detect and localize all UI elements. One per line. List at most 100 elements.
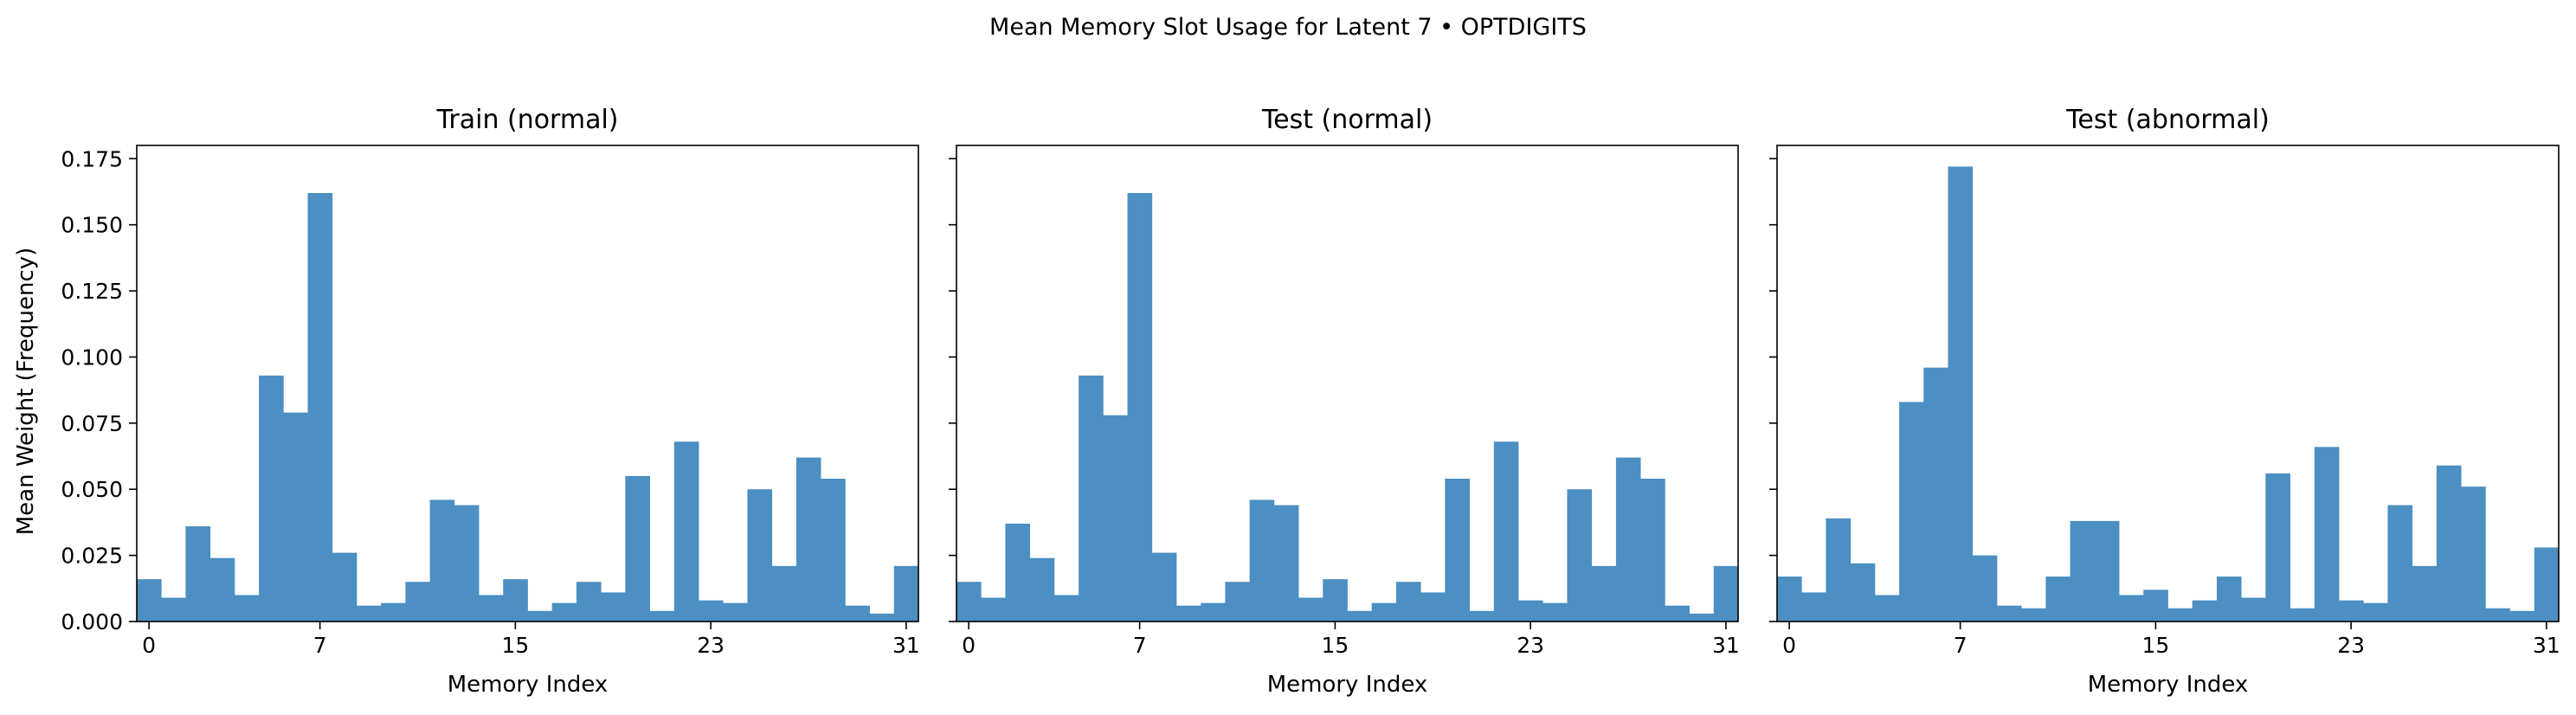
x-tick-label: 0	[962, 633, 976, 658]
x-tick-label: 15	[2141, 633, 2169, 658]
bar-30	[869, 613, 895, 622]
bar-22	[2314, 447, 2340, 622]
bar-16	[2167, 608, 2193, 622]
x-tick-label: 7	[1133, 633, 1147, 658]
x-axis-label: Memory Index	[448, 672, 609, 698]
bar-9	[1175, 605, 1201, 622]
bar-30	[2509, 610, 2535, 622]
y-tick-label: 0.075	[61, 411, 123, 436]
bar-2	[1005, 523, 1031, 622]
bar-5	[1079, 375, 1104, 622]
bar-8	[1972, 555, 1998, 622]
bar-19	[2241, 597, 2266, 622]
bar-18	[2216, 577, 2242, 622]
bar-13	[2094, 520, 2120, 622]
bar-11	[2045, 577, 2071, 622]
bar-15	[2143, 589, 2168, 622]
bar-31	[2534, 547, 2560, 622]
x-axis-label: Memory Index	[1267, 672, 1428, 698]
bar-19	[1420, 592, 1446, 622]
bar-1	[1801, 592, 1826, 622]
bar-6	[1103, 415, 1128, 622]
x-tick-label: 23	[1517, 633, 1544, 658]
bar-0	[1777, 577, 1802, 622]
bar-22	[673, 441, 699, 622]
bar-14	[479, 595, 504, 622]
bar-28	[2461, 486, 2486, 622]
bar-25	[2387, 505, 2413, 622]
y-axis-label: Mean Weight (Frequency)	[13, 248, 39, 536]
bar-0	[956, 582, 982, 622]
bar-13	[1273, 505, 1299, 622]
bar-30	[1689, 613, 1715, 622]
plot-frame	[1776, 145, 2560, 622]
bar-21	[2289, 608, 2315, 622]
bar-8	[1151, 552, 1177, 622]
x-tick-label: 15	[501, 633, 529, 658]
bar-9	[1996, 605, 2022, 622]
bar-29	[845, 605, 870, 622]
panel-title: Test (abnormal)	[2065, 105, 2270, 135]
x-tick-label: 0	[142, 633, 156, 658]
bar-14	[2119, 595, 2144, 622]
bar-26	[2412, 565, 2438, 622]
x-tick-label: 0	[1782, 633, 1796, 658]
bar-27	[795, 457, 821, 622]
bar-13	[454, 505, 480, 622]
bar-4	[1053, 595, 1079, 622]
x-tick-label: 7	[1954, 633, 1967, 658]
bar-22	[1493, 441, 1519, 622]
bar-27	[1615, 457, 1641, 622]
bar-29	[1665, 605, 1690, 622]
bar-3	[209, 557, 235, 622]
bar-24	[2363, 602, 2388, 622]
bar-7	[307, 193, 333, 622]
plot-frame	[956, 145, 1739, 622]
x-tick-label: 31	[892, 633, 920, 658]
panel-title: Test (normal)	[1261, 105, 1433, 135]
bar-11	[1225, 582, 1251, 622]
bar-3	[1029, 557, 1055, 622]
bar-24	[1542, 602, 1568, 622]
panel-title: Train (normal)	[435, 105, 618, 135]
bar-15	[1323, 579, 1348, 622]
bar-19	[601, 592, 626, 622]
bar-12	[2070, 520, 2096, 622]
bar-18	[1395, 582, 1421, 622]
bar-4	[234, 595, 260, 622]
bar-23	[699, 600, 724, 622]
bar-31	[893, 565, 919, 622]
bar-21	[1469, 610, 1495, 622]
bar-23	[1518, 600, 1543, 622]
plot-frame	[136, 145, 919, 622]
x-tick-label: 31	[1712, 633, 1740, 658]
bar-11	[405, 582, 431, 622]
bar-17	[551, 602, 577, 622]
y-tick-label: 0.150	[61, 213, 123, 238]
bar-2	[185, 526, 211, 622]
bar-1	[981, 597, 1006, 622]
bar-6	[283, 412, 308, 622]
bar-26	[1591, 565, 1617, 622]
bar-21	[649, 610, 675, 622]
bar-31	[1713, 565, 1739, 622]
y-tick-label: 0.050	[61, 477, 123, 502]
bar-5	[259, 375, 284, 622]
bar-7	[1127, 193, 1153, 622]
bar-10	[381, 602, 406, 622]
x-tick-label: 23	[697, 633, 724, 658]
y-tick-label: 0.100	[61, 345, 123, 370]
bar-18	[576, 582, 602, 622]
bar-17	[2192, 600, 2218, 622]
x-axis-label: Memory Index	[2088, 672, 2249, 698]
bar-24	[723, 602, 748, 622]
x-tick-label: 15	[1321, 633, 1349, 658]
panel-3: 0 7 15 23 31 Test (abnormal) Memory Index	[1769, 105, 2560, 698]
x-tick-label: 31	[2533, 633, 2560, 658]
bar-5	[1899, 402, 1924, 622]
bar-16	[1347, 610, 1373, 622]
y-tick-label: 0.000	[61, 609, 123, 634]
bar-14	[1298, 597, 1323, 622]
y-tick-label: 0.125	[61, 279, 123, 304]
